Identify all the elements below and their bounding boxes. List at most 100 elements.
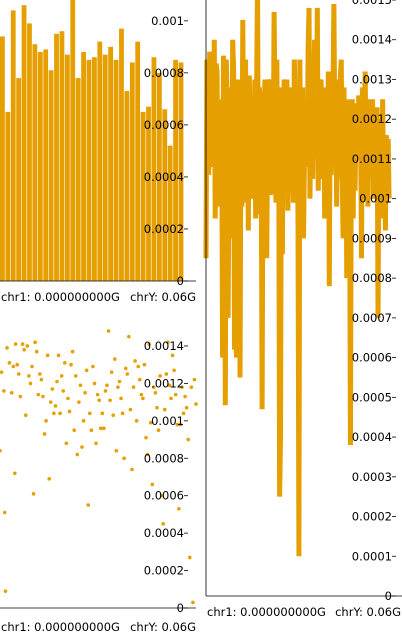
bar (43, 49, 48, 281)
scatter-point (193, 378, 197, 382)
scatter-point (69, 363, 73, 367)
scatter-point (55, 380, 59, 384)
scatter-point (108, 398, 112, 402)
scatter-point (133, 359, 137, 363)
scatter-point (24, 413, 28, 417)
scatter-point (36, 393, 40, 397)
panel-right: 0 0.0001 0.0002 0.0003 0.0004 0.0005 0.0006 0.0… (206, 0, 402, 619)
scatter-point (194, 402, 198, 406)
scatter-point (0, 449, 2, 453)
bottom-left-x-start-label: chr1: 0.000000000G (1, 620, 120, 634)
scatter-point (130, 468, 134, 472)
bar (27, 23, 32, 281)
scatter-point (140, 393, 144, 397)
bar (162, 109, 167, 281)
scatter-point (155, 406, 159, 410)
bar (130, 62, 135, 281)
scatter-point (5, 346, 9, 350)
scatter-point (191, 601, 195, 605)
right-y-tick-label: 0.001 (359, 192, 392, 206)
right-y-tick-label: 0.0013 (352, 72, 392, 86)
bar (60, 31, 65, 281)
scatter-point (115, 449, 119, 453)
scatter-point (183, 395, 187, 399)
right-y-tick-label: 0.0003 (352, 470, 392, 484)
scatter-point (57, 354, 61, 358)
scatter-point (8, 361, 12, 365)
bar (11, 10, 16, 281)
scatter-point (118, 380, 122, 384)
bottom-left-y-tick-label: 0.0012 (144, 376, 184, 390)
bar (81, 52, 86, 281)
scatter-point (85, 369, 89, 373)
scatter-point (165, 372, 169, 376)
scatter-point (40, 378, 44, 382)
bar (49, 70, 54, 281)
scatter-point (88, 412, 92, 416)
scatter-point (132, 385, 136, 389)
scatter-point (82, 419, 86, 423)
bar (65, 55, 70, 281)
scatter-point (110, 370, 114, 374)
right-y-tick-label: 0.0001 (352, 549, 392, 563)
scatter-point (65, 441, 69, 445)
scatter-point (63, 361, 67, 365)
scatter-point (138, 378, 142, 382)
scatter-point (186, 438, 190, 442)
panel-bottom-left: 0 0.0002 0.0004 0.0006 0.0008 0.001 0.0012 0.00… (0, 329, 198, 634)
right-y-tick-label: 0.0009 (352, 231, 392, 245)
top-left-x-end-label: chrY: 0.06G (130, 290, 196, 304)
scatter-point (11, 365, 15, 369)
scatter-point (21, 342, 25, 346)
scatter-point (72, 428, 76, 432)
bottom-left-x-end-label: chrY: 0.06G (130, 620, 196, 634)
scatter-point (17, 372, 21, 376)
bar (141, 112, 146, 281)
top-left-y-tick-label: 0 (177, 274, 184, 288)
right-x-end-label: chrY: 0.06G (335, 605, 401, 619)
scatter-point (185, 406, 189, 410)
scatter-point (169, 397, 173, 401)
bar (168, 146, 173, 281)
scatter-point (86, 503, 90, 507)
right-y-tick-label: 0.0015 (352, 0, 392, 7)
scatter-point (154, 391, 158, 395)
bar (87, 60, 92, 281)
bar (5, 112, 10, 281)
scatter-point (125, 372, 129, 376)
bottom-left-y-tick-label: 0.0004 (144, 526, 184, 540)
scatter-point (15, 363, 19, 367)
scatter-point (54, 404, 58, 408)
scatter-point (124, 367, 128, 371)
scatter-point (93, 382, 97, 386)
bar (124, 91, 129, 281)
bottom-left-y-tick-label: 0.0002 (144, 564, 184, 578)
right-y-tick-label: 0.0007 (352, 311, 392, 325)
scatter-point (143, 363, 147, 367)
scatter-point (113, 357, 117, 361)
scatter-point (74, 374, 78, 378)
scatter-point (135, 419, 139, 423)
scatter-point (150, 483, 154, 487)
scatter-point (19, 395, 23, 399)
bar (76, 78, 81, 281)
scatter-point (58, 412, 62, 416)
scatter-point (71, 350, 75, 354)
scatter-point (121, 412, 125, 416)
scatter-point (91, 365, 95, 369)
scatter-point (104, 389, 108, 393)
scatter-point (27, 374, 31, 378)
scatter-point (30, 365, 34, 369)
bar (54, 34, 59, 281)
scatter-point (60, 374, 64, 378)
right-y-tick-label: 0.0004 (352, 430, 392, 444)
bar (0, 36, 5, 281)
scatter-point (97, 398, 101, 402)
scatter-point (4, 589, 8, 593)
scatter-point (174, 393, 178, 397)
right-y-tick-label: 0.0014 (352, 33, 392, 47)
bottom-left-y-tick-label: 0 (177, 601, 184, 615)
bar (97, 42, 102, 281)
scatter-point (116, 385, 120, 389)
